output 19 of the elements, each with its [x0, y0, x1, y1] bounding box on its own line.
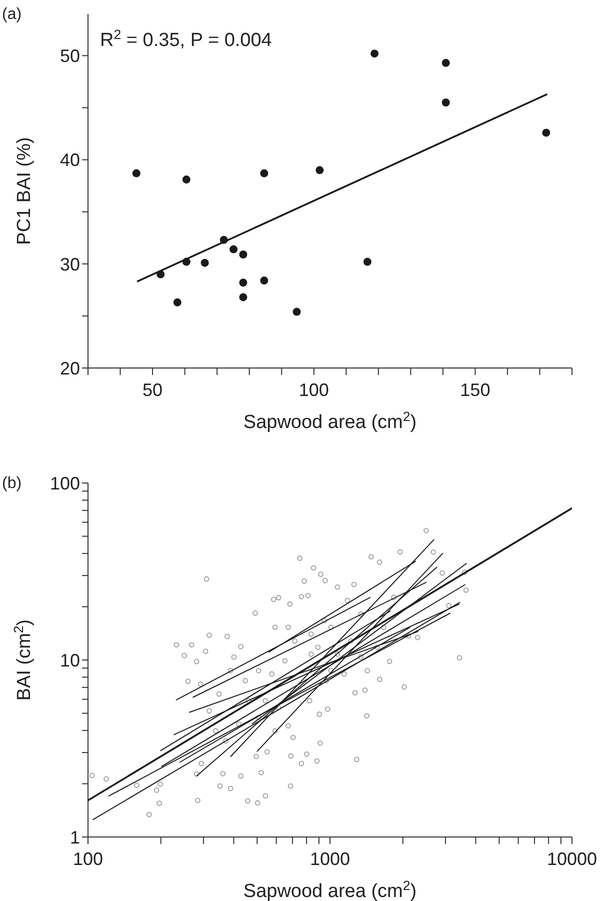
- y-tick-label: 10: [60, 650, 80, 670]
- y-tick-label: 40: [60, 150, 80, 170]
- y-axis-title: PC1 BAI (%): [14, 137, 35, 245]
- x-tick-label: 10000: [546, 848, 598, 869]
- x-tick-label: 150: [460, 380, 490, 400]
- y-tick-label: 50: [60, 46, 80, 66]
- y-tick-label: 100: [50, 473, 80, 494]
- x-tick-label: 1000: [310, 848, 350, 869]
- annotation: R$^{2}$ = 0.35, P = 0.004: [100, 26, 272, 51]
- chart-title: (b): [2, 475, 22, 493]
- y-tick-label: 1: [70, 827, 80, 848]
- x-tick-label: 100: [72, 848, 104, 869]
- x-axis-title: Sapwood area (cm$^{2}$): [243, 408, 417, 433]
- x-tick-label: 100: [298, 380, 329, 400]
- x-axis-title: Sapwood area (cm$^{2}$): [243, 878, 417, 901]
- y-tick-label: 30: [60, 254, 80, 274]
- y-tick-label: 20: [60, 358, 80, 378]
- x-tick-label: 50: [142, 380, 163, 400]
- chart-title: (a): [2, 6, 22, 24]
